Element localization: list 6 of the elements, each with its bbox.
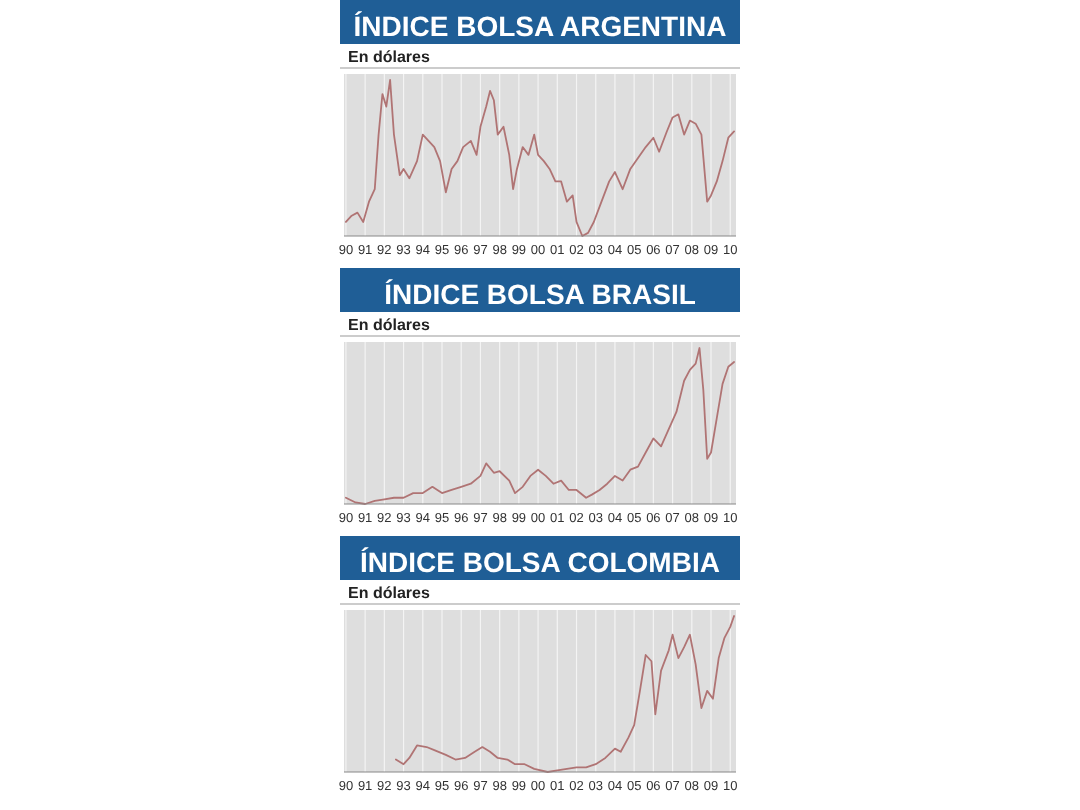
chart-subtitle: En dólares bbox=[348, 316, 431, 334]
chart-subtitle: En dólares bbox=[348, 584, 431, 602]
chart-title: ÍNDICE BOLSA ARGENTINA bbox=[353, 10, 727, 42]
chart-title: ÍNDICE BOLSA BRASIL bbox=[384, 278, 697, 310]
chart-subtitle: En dólares bbox=[348, 48, 431, 66]
chart-title: ÍNDICE BOLSA COLOMBIA bbox=[360, 546, 720, 578]
